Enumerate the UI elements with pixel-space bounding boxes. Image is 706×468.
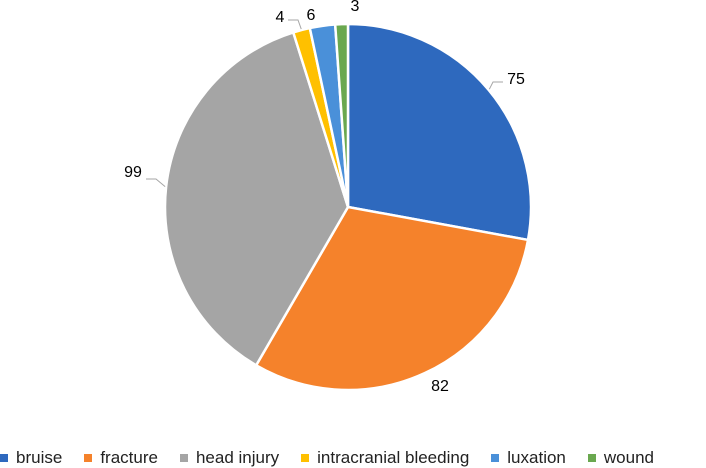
legend-swatch-wound [587,454,596,462]
legend-swatch-intracranial-bleeding [301,454,310,462]
chart-legend: bruise fracture head injury intracranial… [0,448,706,468]
legend-swatch-head-injury [179,454,188,462]
data-label-luxation: 6 [306,7,316,24]
pie-chart [146,19,533,392]
legend-item-luxation: luxation [491,448,566,468]
legend-item-intracranial-bleeding: intracranial bleeding [301,448,469,468]
data-label-head-injury: 99 [124,164,142,181]
legend-label: intracranial bleeding [317,448,470,467]
legend-label: bruise [16,448,63,467]
legend-label: luxation [507,448,566,467]
leader-line [288,19,302,30]
legend-item-fracture: fracture [84,448,158,468]
data-label-fracture: 82 [431,378,449,395]
data-label-intracranial-bleeding: 4 [275,9,285,26]
leader-line [146,178,166,188]
pie-slice-fracture [254,205,530,392]
legend-swatch-luxation [491,454,500,462]
legend-label: wound [603,448,654,467]
pie-slice-head-injury [163,31,350,367]
legend-item-head-injury: head injury [179,448,280,468]
data-label-bruise: 75 [507,71,525,88]
legend-swatch-bruise [0,454,8,462]
data-label-wound: 3 [350,0,360,15]
legend-swatch-fracture [84,454,93,462]
leader-line [488,81,503,90]
pie-slice-bruise [346,22,533,242]
legend-item-wound: wound [587,448,654,468]
legend-label: fracture [100,448,158,467]
legend-label: head injury [195,448,280,467]
pie-slice-wound [333,22,350,209]
legend-item-bruise: bruise [0,448,62,468]
